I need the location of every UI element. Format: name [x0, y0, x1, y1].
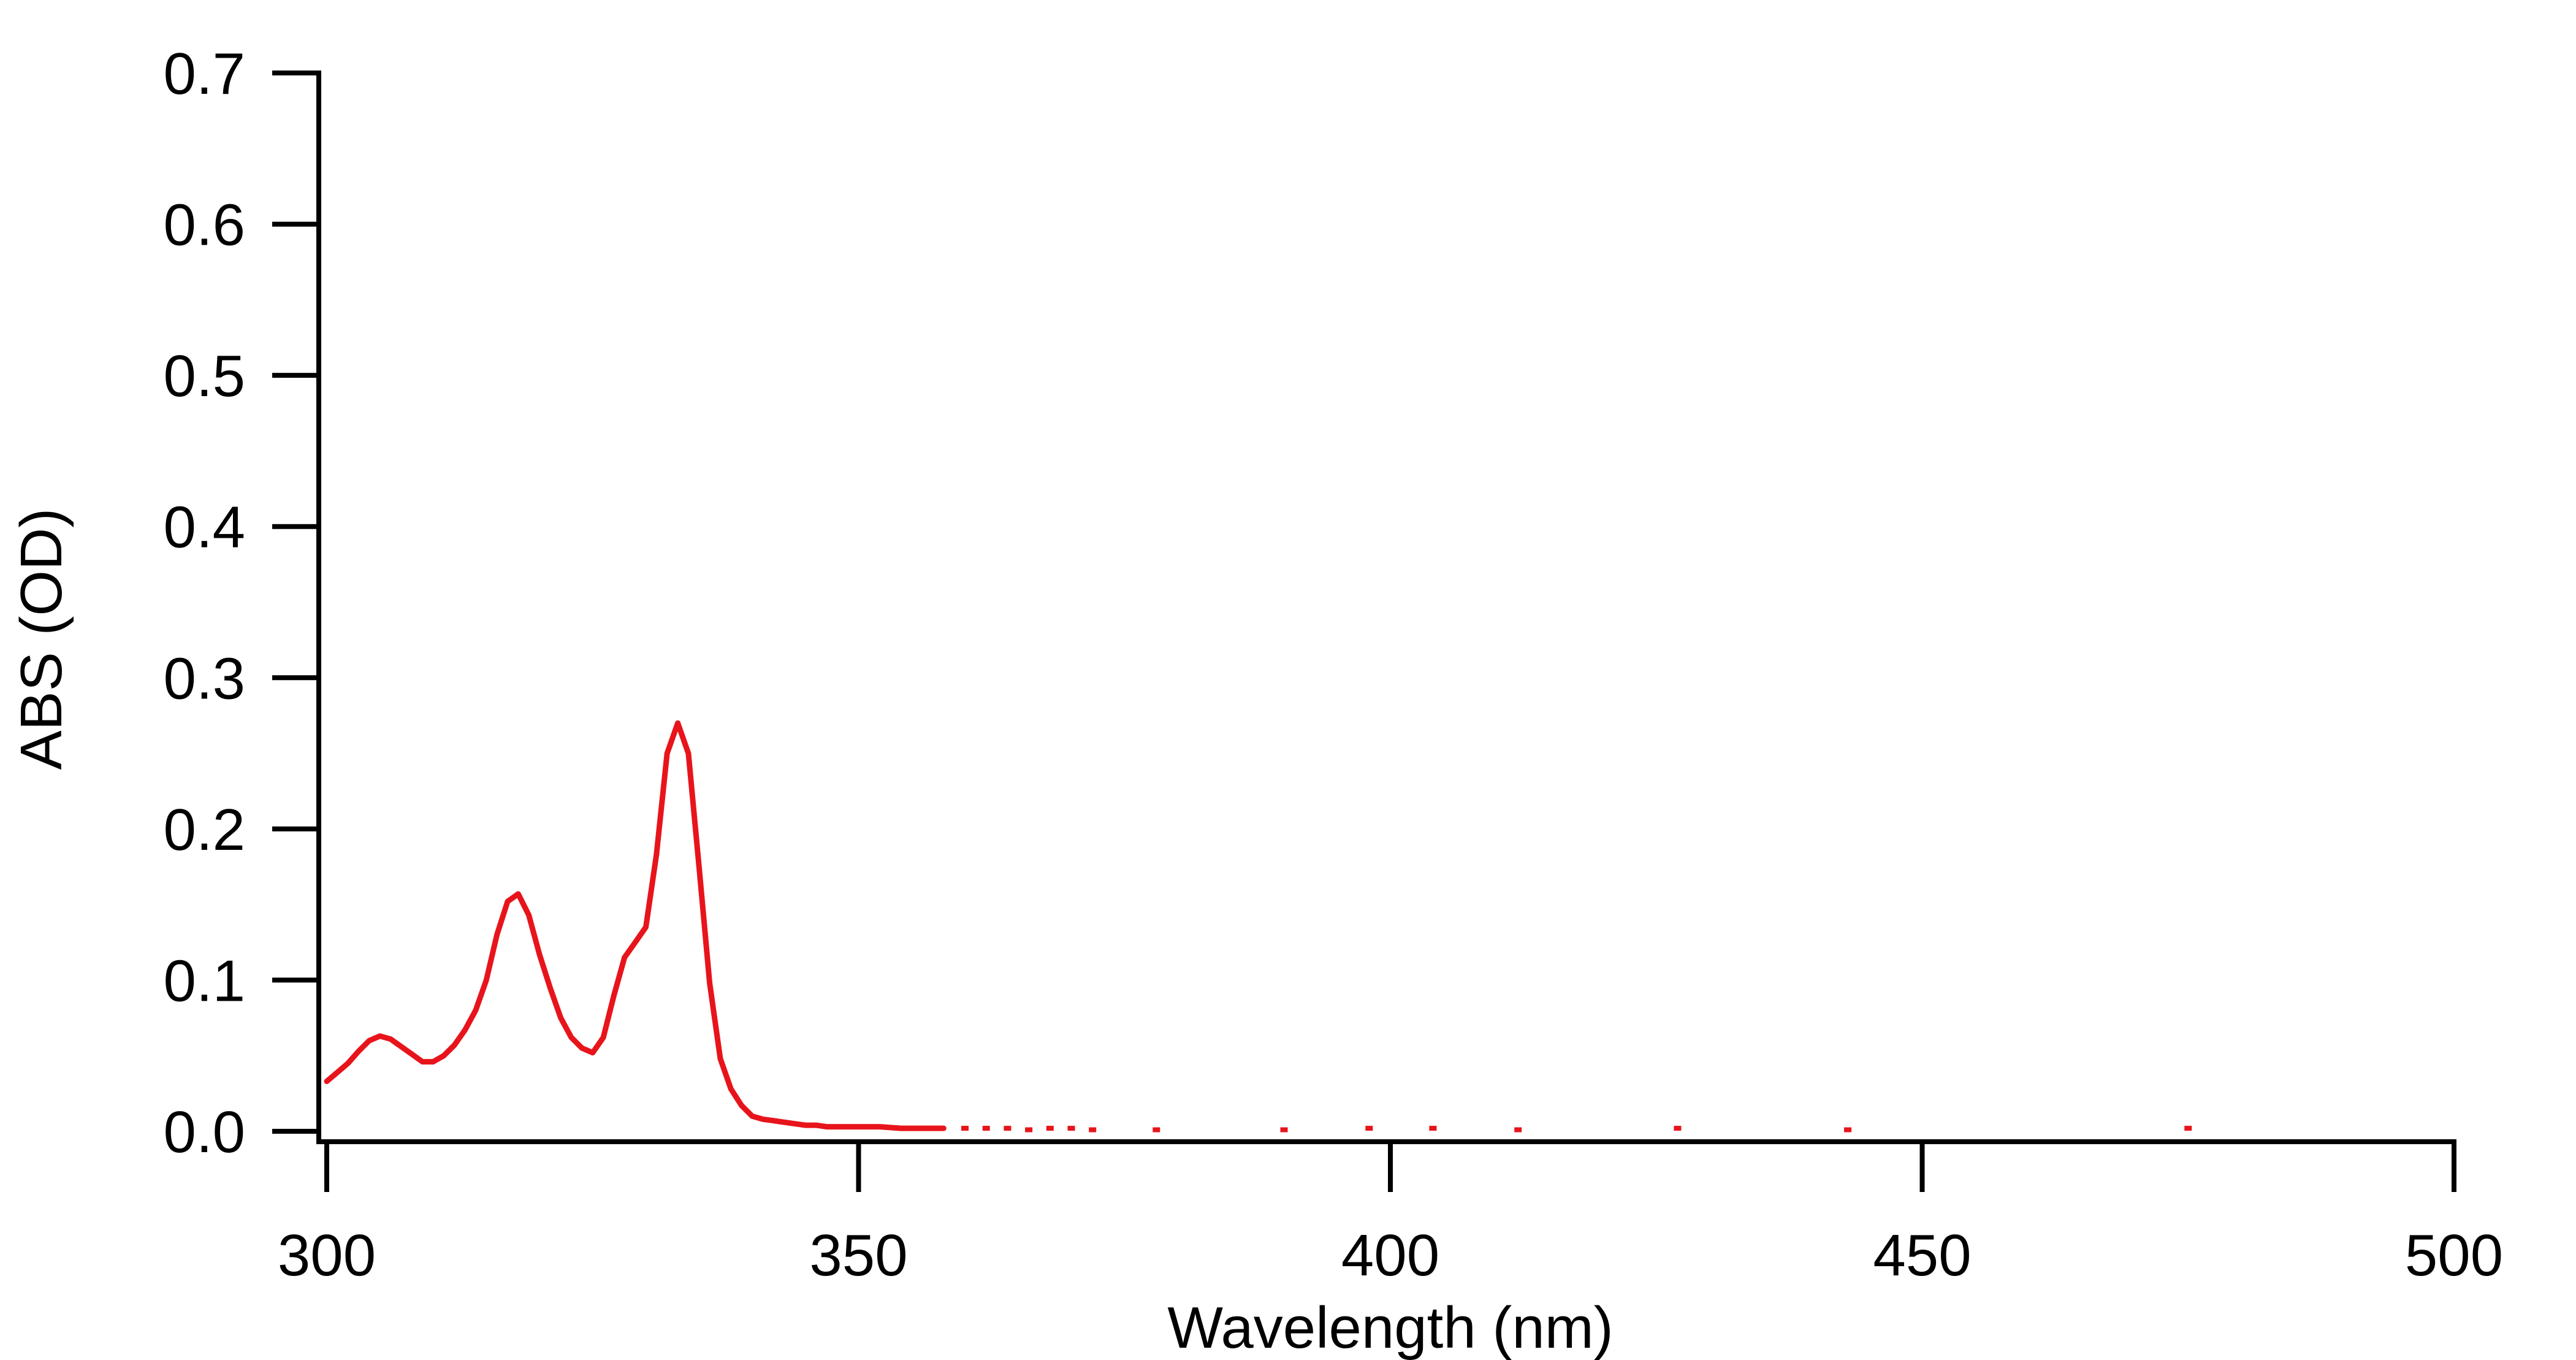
y-tick-label: 0.7: [164, 41, 245, 107]
sparse-data-point: [2184, 1126, 2192, 1131]
sparse-data-point: [1674, 1126, 1682, 1131]
y-tick-label: 0.0: [164, 1099, 245, 1165]
x-tick-label: 350: [809, 1223, 907, 1288]
sparse-data-point: [982, 1126, 990, 1131]
y-axis-ticks: 0.0 0.1 0.2 0.3 0.4 0.5 0.6 0.7: [164, 41, 319, 1165]
sparse-data-point: [1153, 1127, 1160, 1133]
y-tick-label: 0.1: [164, 948, 245, 1014]
x-tick-label: 450: [1873, 1223, 1971, 1288]
y-tick-label: 0.5: [164, 343, 245, 409]
y-tick-label: 0.2: [164, 797, 245, 863]
sparse-data-point: [1844, 1127, 1852, 1133]
y-tick-label: 0.6: [164, 193, 245, 258]
sparse-data-point: [1365, 1126, 1373, 1131]
sparse-data-point: [1089, 1127, 1097, 1133]
sparse-data-point: [1025, 1127, 1033, 1133]
x-tick-label: 300: [278, 1223, 376, 1288]
sparse-data-point: [1046, 1126, 1054, 1131]
sparse-data-point: [961, 1126, 969, 1131]
absorbance-series-line: [324, 720, 947, 1131]
y-tick-label: 0.3: [164, 646, 245, 711]
sparse-data-point: [1429, 1126, 1437, 1131]
sparse-data-point: [1004, 1126, 1012, 1131]
y-tick-label: 0.4: [164, 495, 245, 560]
series-layer: [324, 720, 2192, 1133]
sparse-data-point: [1514, 1127, 1522, 1133]
x-tick-label: 500: [2405, 1223, 2503, 1288]
sparse-data-point: [1067, 1126, 1075, 1131]
y-axis-title: ABS (OD): [9, 508, 74, 770]
x-tick-label: 400: [1341, 1223, 1439, 1288]
x-axis-ticks: 300 350 400 450 500: [278, 1142, 2503, 1288]
sparse-data-point: [1280, 1127, 1288, 1133]
x-axis-title: Wavelength (nm): [1167, 1295, 1613, 1360]
